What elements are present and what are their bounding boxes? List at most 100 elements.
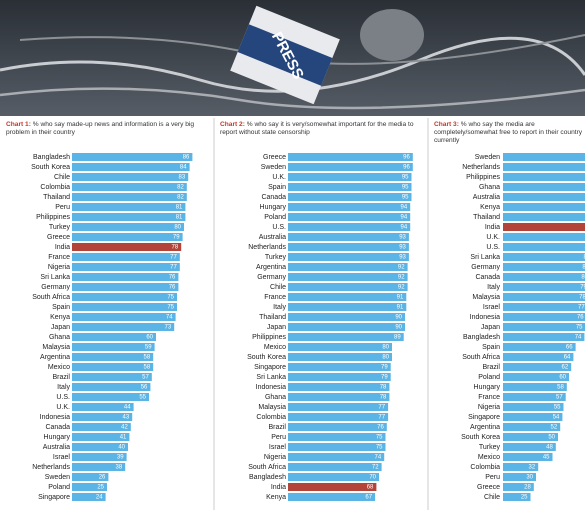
bar xyxy=(503,463,539,471)
category-label: Bangladesh xyxy=(33,154,70,161)
category-label: Hungary xyxy=(474,384,501,391)
category-label: U.S. xyxy=(56,394,70,401)
bar xyxy=(288,183,412,191)
bar xyxy=(72,343,155,351)
value-label: 74 xyxy=(166,315,173,321)
bar xyxy=(288,273,408,281)
bar xyxy=(72,193,187,201)
category-label: Indonesia xyxy=(256,384,286,391)
category-label: Hungary xyxy=(260,204,287,211)
category-label: Argentina xyxy=(470,424,500,431)
value-label: 76 xyxy=(377,425,384,431)
category-label: Malaysia xyxy=(258,404,286,411)
bar xyxy=(503,413,563,421)
bar xyxy=(72,283,179,291)
category-label: Japan xyxy=(51,324,70,331)
category-label: Japan xyxy=(481,324,500,331)
category-label: Brazil xyxy=(268,424,286,431)
category-label: Brazil xyxy=(52,374,70,381)
chart-title: Chart 3: % who say the media are complet… xyxy=(434,121,584,147)
category-label: Thailand xyxy=(473,214,500,221)
category-label: Sri Lanka xyxy=(40,274,70,281)
value-label: 45 xyxy=(543,455,550,461)
bar xyxy=(72,463,126,471)
bar-chart: Greece 96 Sweden 96 U.K. 95 Spain 95 Canada 95 Hun… xyxy=(247,153,413,501)
value-label: 77 xyxy=(170,255,177,261)
bar xyxy=(72,423,131,431)
category-label: U.K. xyxy=(272,174,286,181)
bar xyxy=(72,253,180,261)
bar xyxy=(288,293,407,301)
value-label: 91 xyxy=(397,295,404,301)
value-label: 89 xyxy=(394,335,401,341)
bar xyxy=(72,323,175,331)
value-label: 73 xyxy=(165,325,172,331)
value-label: 40 xyxy=(118,445,125,451)
category-label: Germany xyxy=(471,264,500,271)
category-label: India xyxy=(271,484,286,491)
bar xyxy=(503,153,585,161)
bar xyxy=(288,473,379,481)
value-label: 77 xyxy=(170,265,177,271)
chart-title: Chart 1: % who say made-up news and info… xyxy=(6,121,206,147)
category-label: Italy xyxy=(273,304,286,311)
bar xyxy=(288,313,405,321)
category-label: Thailand xyxy=(259,314,286,321)
category-label: Brazil xyxy=(482,364,500,371)
category-label: South Africa xyxy=(462,354,500,361)
bar xyxy=(288,483,377,491)
bar xyxy=(72,163,190,171)
category-label: Chile xyxy=(54,174,70,181)
value-label: 57 xyxy=(556,395,563,401)
chart-title-text: % who say made-up news and information i… xyxy=(6,121,195,136)
value-label: 81 xyxy=(176,215,183,221)
bar xyxy=(503,183,585,191)
value-label: 81 xyxy=(582,265,585,271)
value-label: 67 xyxy=(365,495,372,501)
bar xyxy=(288,163,413,171)
category-label: Poland xyxy=(264,214,286,221)
bar xyxy=(288,413,389,421)
bar xyxy=(288,253,409,261)
bar xyxy=(503,203,585,211)
chart-title: Chart 2: % who say it is very/somewhat i… xyxy=(220,121,420,147)
value-label: 94 xyxy=(401,215,408,221)
value-label: 94 xyxy=(401,205,408,211)
category-label: Malaysia xyxy=(472,294,500,301)
bar-chart: Bangladesh 86 South Korea 84 Chile 83 Colombia… xyxy=(31,153,193,501)
value-label: 95 xyxy=(402,175,409,181)
value-label: 78 xyxy=(172,245,179,251)
category-label: Peru xyxy=(55,204,70,211)
category-label: Israel xyxy=(53,454,71,461)
value-label: 76 xyxy=(169,275,176,281)
bar xyxy=(503,273,585,281)
bar xyxy=(503,383,567,391)
category-label: U.K. xyxy=(56,404,70,411)
bar xyxy=(72,453,127,461)
value-label: 77 xyxy=(578,305,585,311)
bar xyxy=(503,213,585,221)
bar xyxy=(72,473,109,481)
bar xyxy=(288,153,413,161)
category-label: Sweden xyxy=(45,474,70,481)
value-label: 81 xyxy=(176,205,183,211)
bar xyxy=(503,443,556,451)
category-label: Spain xyxy=(268,184,286,191)
category-label: Netherlands xyxy=(248,244,286,251)
bar xyxy=(503,393,566,401)
bar xyxy=(503,253,585,261)
value-label: 95 xyxy=(402,195,409,201)
category-label: France xyxy=(478,394,500,401)
value-label: 76 xyxy=(577,315,584,321)
category-label: Mexico xyxy=(478,454,500,461)
bar xyxy=(72,433,130,441)
category-label: India xyxy=(485,224,500,231)
category-label: Netherlands xyxy=(32,464,70,471)
category-label: Sweden xyxy=(261,164,286,171)
category-label: Colombia xyxy=(470,464,500,471)
category-label: South Korea xyxy=(461,434,500,441)
value-label: 60 xyxy=(559,375,566,381)
value-label: 92 xyxy=(398,285,405,291)
value-label: 95 xyxy=(402,185,409,191)
value-label: 26 xyxy=(99,475,106,481)
